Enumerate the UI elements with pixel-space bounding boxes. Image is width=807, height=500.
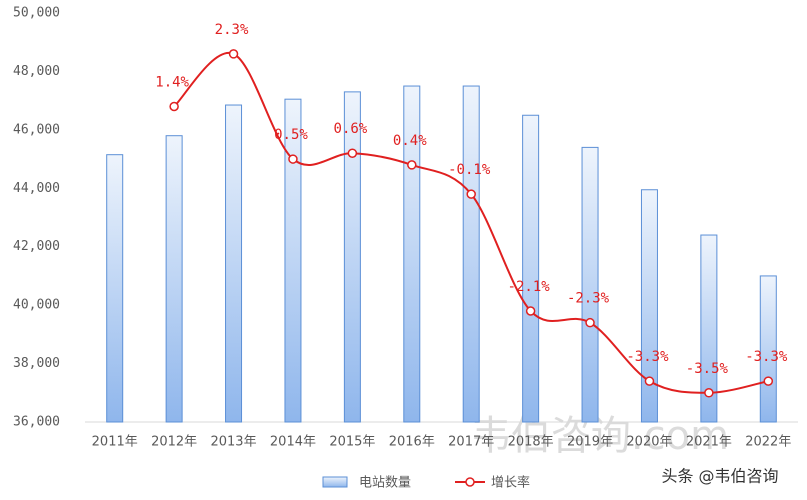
x-tick-label: 2013年 <box>210 435 256 450</box>
bar <box>106 154 124 423</box>
x-tick-label: 2012年 <box>151 435 197 450</box>
y-tick-label: 48,000 <box>13 64 60 79</box>
legend-swatch <box>322 476 348 488</box>
data-label: 2.3% <box>215 22 249 38</box>
legend-label: 电站数量 <box>359 476 411 491</box>
line-marker <box>347 148 358 158</box>
x-tick-label: 2017年 <box>448 435 494 450</box>
bar <box>640 189 658 423</box>
y-tick-label: 38,000 <box>13 356 60 371</box>
x-tick-label: 2014年 <box>270 435 316 450</box>
data-label: -3.3% <box>626 349 669 365</box>
bar <box>522 114 540 423</box>
bar <box>403 85 421 423</box>
x-tick-label: 2016年 <box>389 435 435 450</box>
y-tick-label: 46,000 <box>13 122 60 137</box>
bar <box>462 85 480 423</box>
line-marker <box>644 376 655 386</box>
bar <box>225 104 243 423</box>
line-marker <box>169 101 179 112</box>
line-marker <box>228 49 239 59</box>
source-tag: 头条 @韦伯咨询 <box>661 467 778 486</box>
data-label: -2.1% <box>508 279 551 295</box>
data-label: 1.4% <box>155 74 189 90</box>
data-label: 0.5% <box>274 127 308 143</box>
bar <box>759 275 777 423</box>
bar <box>700 234 718 423</box>
x-tick-label: 2019年 <box>567 435 613 450</box>
legend-label: 增长率 <box>491 475 530 491</box>
bar <box>343 91 361 423</box>
x-tick-label: 2015年 <box>329 435 375 450</box>
y-tick-label: 50,000 <box>13 6 60 21</box>
line-marker <box>704 388 714 398</box>
line-marker <box>585 317 595 328</box>
line-marker <box>525 306 536 316</box>
y-tick-label: 40,000 <box>13 298 60 313</box>
watermark: 韦伯咨询.com <box>471 413 729 459</box>
line-marker <box>288 154 298 164</box>
y-tick-label: 36,000 <box>13 415 60 430</box>
x-tick-label: 2021年 <box>686 435 732 450</box>
y-tick-label: 42,000 <box>13 239 60 254</box>
data-label: -2.3% <box>567 291 610 307</box>
y-tick-label: 44,000 <box>13 181 60 196</box>
x-tick-label: 2011年 <box>92 435 138 450</box>
bar <box>284 98 302 423</box>
x-tick-label: 2018年 <box>508 435 554 450</box>
data-label: -0.1% <box>448 162 491 178</box>
bar <box>581 146 599 423</box>
x-tick-label: 2022年 <box>745 435 791 450</box>
data-label: 0.4% <box>393 133 427 149</box>
data-label: -3.5% <box>686 361 729 377</box>
legend-swatch <box>465 477 475 487</box>
line-marker <box>407 160 417 170</box>
line-marker <box>763 376 774 386</box>
x-tick-label: 2020年 <box>626 435 672 450</box>
data-label: 0.6% <box>334 121 368 137</box>
data-label: -3.3% <box>745 349 788 365</box>
line-marker <box>466 189 476 199</box>
bar <box>165 135 183 423</box>
